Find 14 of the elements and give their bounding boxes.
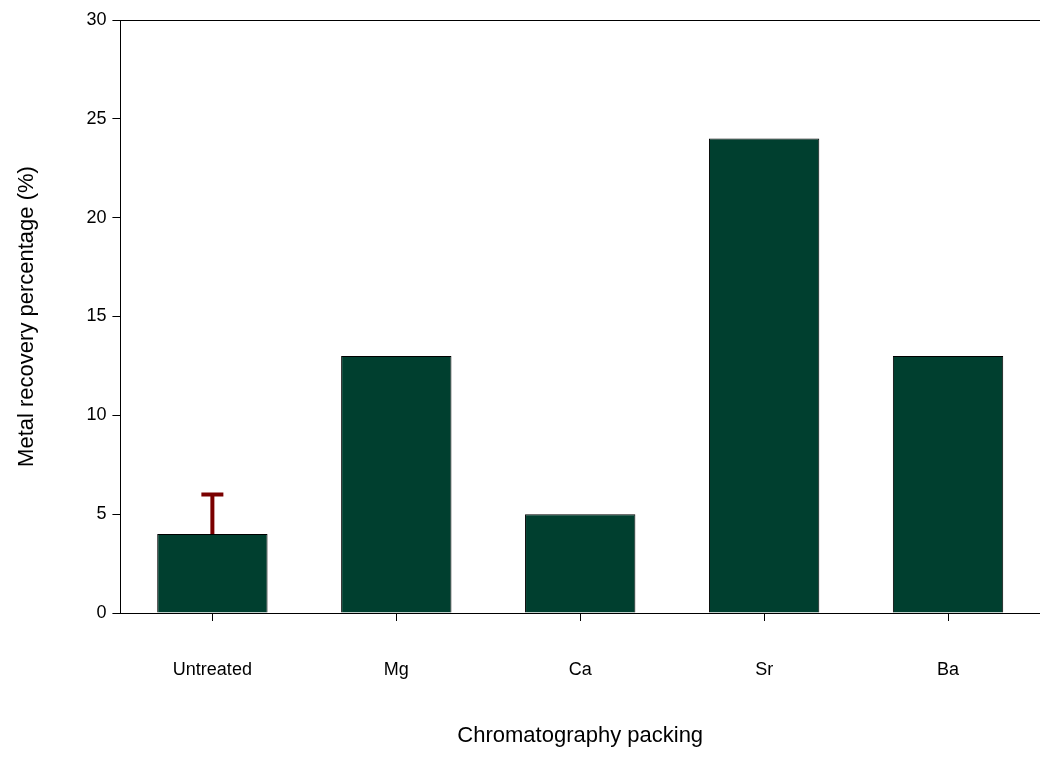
x-tick-label: Sr [755,658,774,679]
x-tick-label: Ca [568,658,593,679]
x-tick-label: Mg [383,658,409,679]
y-tick-label: 20 [86,206,107,227]
y-tick-label: 25 [86,107,107,128]
y-tick-label: 0 [96,601,107,622]
y-tick-label: 5 [96,503,107,524]
x-tick-label: Ba [937,658,961,679]
y-axis-title: Metal recovery percentage (%) [13,166,39,467]
y-tick-label: 15 [86,305,107,326]
x-tick-label: Untreated [172,658,252,679]
y-tick-label: 30 [86,8,107,29]
y-tick-label: 10 [86,404,107,425]
x-axis-title: Chromatography packing [457,721,704,747]
